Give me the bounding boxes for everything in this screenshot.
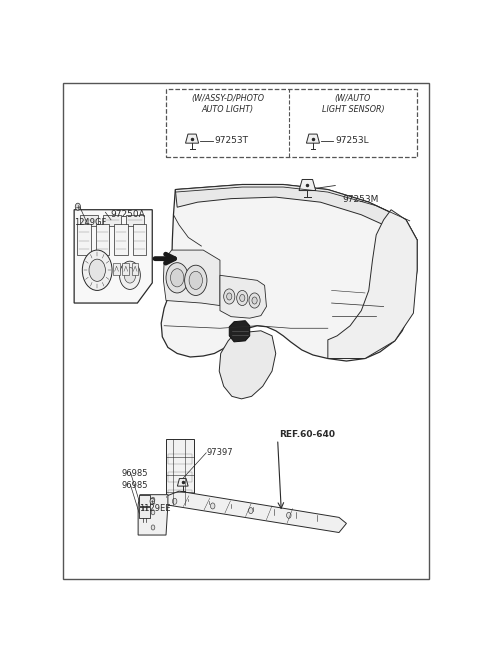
Text: 97253M: 97253M [343,195,379,204]
Polygon shape [328,210,417,358]
Circle shape [166,263,188,293]
Polygon shape [306,134,320,143]
Circle shape [185,265,207,295]
Bar [80,215,98,226]
Bar [166,440,194,505]
Bar [96,224,109,255]
Polygon shape [163,250,220,305]
Text: REF.60-640: REF.60-640 [279,430,336,439]
Bar [77,224,91,255]
Bar [168,455,192,464]
Bar [126,215,144,226]
Text: 97253T: 97253T [215,136,248,145]
Polygon shape [161,185,417,361]
Circle shape [172,498,177,504]
Polygon shape [299,179,316,191]
Circle shape [287,512,291,518]
Polygon shape [185,134,199,143]
Circle shape [252,297,257,304]
Bar [139,495,150,506]
Text: 1129EE: 1129EE [139,504,170,513]
Text: (W/ASSY-D/PHOTO: (W/ASSY-D/PHOTO [191,94,264,103]
Polygon shape [178,479,188,486]
Text: 97250A: 97250A [110,210,145,219]
Bar [166,88,417,157]
Bar [132,263,139,275]
Bar [133,224,146,255]
Circle shape [249,508,253,514]
Circle shape [75,203,81,210]
Circle shape [151,510,155,515]
Polygon shape [220,275,266,318]
Polygon shape [138,495,168,535]
Bar [114,224,128,255]
Circle shape [237,290,248,305]
Bar [103,215,121,226]
Polygon shape [219,331,276,399]
Text: (W/AUTO: (W/AUTO [335,94,371,103]
Polygon shape [229,321,250,342]
Bar [168,472,192,482]
Polygon shape [175,185,417,242]
Circle shape [249,293,260,308]
Bar [122,263,129,275]
Circle shape [124,267,136,283]
Text: 97397: 97397 [207,448,234,457]
Circle shape [83,250,112,290]
Circle shape [151,497,155,502]
Text: 1249GF: 1249GF [74,218,107,227]
Circle shape [211,503,215,509]
Polygon shape [74,210,152,303]
Circle shape [120,261,140,290]
Bar [168,490,192,500]
Polygon shape [166,491,347,533]
Circle shape [224,289,235,304]
Text: 97253L: 97253L [335,136,369,145]
Circle shape [227,293,232,300]
Circle shape [151,525,155,530]
Circle shape [150,498,155,504]
Bar [139,507,150,518]
Bar [113,263,120,275]
Text: 96985: 96985 [121,481,148,490]
Text: LIGHT SENSOR): LIGHT SENSOR) [322,105,384,113]
Circle shape [240,295,245,301]
Circle shape [170,269,184,287]
Text: AUTO LIGHT): AUTO LIGHT) [201,105,253,113]
Text: 96985: 96985 [121,468,148,477]
Circle shape [89,259,106,282]
Circle shape [189,271,203,290]
